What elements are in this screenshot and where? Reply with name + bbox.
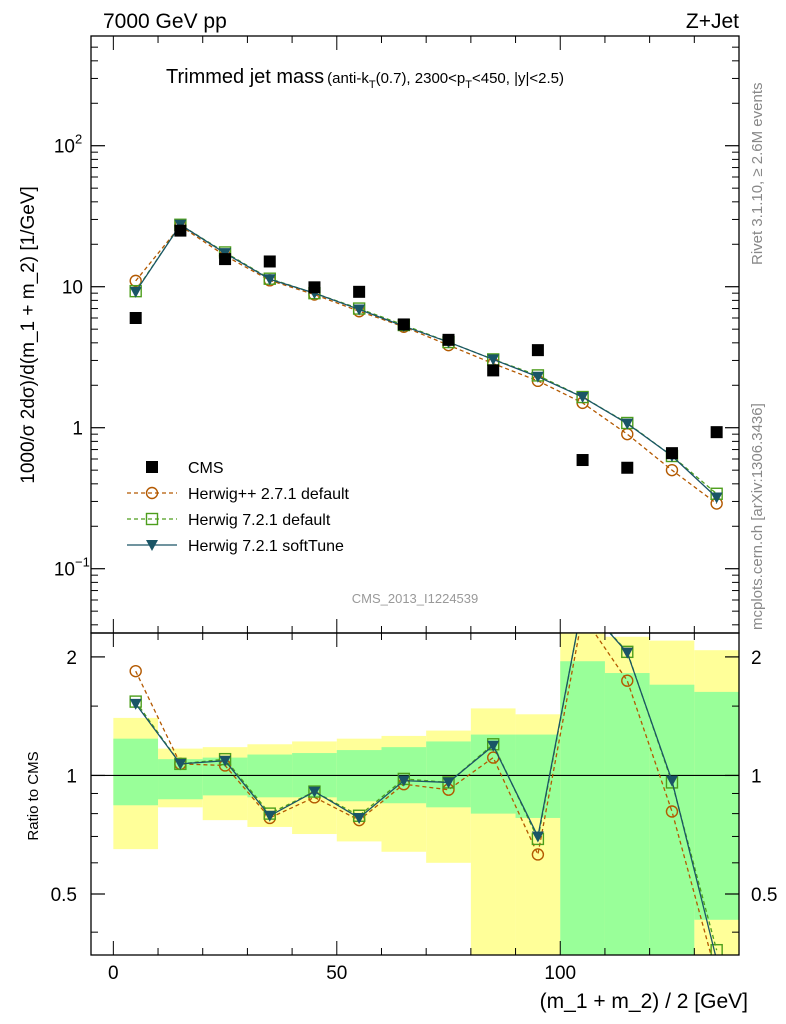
ratio-series-line [135,633,712,955]
data-point [308,281,321,294]
y-tick-label: 10 [54,560,75,581]
y-tick-label: 10 [62,278,83,299]
ratio-point [129,664,142,678]
data-point [353,285,366,298]
main-panel [129,218,723,510]
ratio-point [263,810,276,822]
data-point [219,253,232,266]
y-tick-label: 1 [72,419,83,440]
legend-label: Herwig 7.2.1 default [188,512,331,529]
ratio-point [531,831,544,843]
legend: CMS Herwig++ 2.7.1 default Herwig 7.2.1 de… [127,460,350,555]
process-label: Z+Jet [686,10,739,33]
x-axis-label: (m_1 + m_2) / 2 [GeV] [540,990,748,1013]
series-2 [129,218,723,500]
x-tick-label: 0 [108,963,119,984]
series-line [135,223,718,498]
data-point [487,364,500,377]
chart-title: Trimmed jet mass (anti-kT(0.7), 2300<pT<4… [166,66,564,91]
legend-label: Herwig 7.2.1 softTune [188,538,344,555]
legend-label: Herwig++ 2.7.1 default [188,486,350,503]
data-point [710,492,723,504]
ratio-point [487,740,500,752]
data-point [665,447,678,460]
main-y-axis-label: 1000/σ 2dσ)/d(m_1 + m_2) [1/GeV] [18,186,39,484]
data-point [263,274,276,286]
stat-uncertainty-band [426,741,471,808]
series-line [135,225,718,505]
data-point [129,311,142,324]
data-point [531,344,544,357]
data-point [710,426,723,439]
analysis-watermark: CMS_2013_I1224539 [352,591,479,606]
data-point [487,354,500,366]
legend-marker [146,540,158,551]
ratio-y-axis-label: Ratio to CMS [25,751,42,840]
data-point [665,463,679,477]
data-point [531,371,544,383]
data-point [174,224,187,237]
data-point [129,274,142,288]
ratio-y-tick-label-right: 2 [751,648,762,669]
data-point [576,454,589,467]
data-point [263,255,276,268]
y-tick-label: 10 [54,137,75,158]
legend-label: CMS [188,460,224,477]
ratio-series-2 [129,633,717,955]
ratio-point [442,777,455,789]
data-point [621,427,634,441]
ratio-point [621,647,634,659]
ratio-point [397,775,410,787]
data-point [442,333,455,346]
x-tick-label: 50 [326,963,347,984]
ratio-point [665,805,679,818]
data-point [129,286,142,298]
ratio-y-tick-label-right: 0.5 [751,885,777,906]
y-tick-exponent: −1 [75,555,90,570]
ratio-y-tick-label-right: 1 [751,766,762,787]
ratio-panel-frame [90,632,740,956]
data-point [353,304,366,316]
stat-uncertainty-band [604,673,650,955]
ratio-axis-ticks: 0.5 0.5 1 1 2 2 0 50 100 [51,633,777,984]
rivet-version-label: Rivet 3.1.10, ≥ 2.6M events [749,83,766,266]
ratio-panel [91,633,739,955]
legend-marker [146,461,158,473]
stat-uncertainty-band [649,684,695,955]
stat-uncertainty-band [113,738,159,806]
ratio-point [308,786,321,798]
stat-uncertainty-band [694,691,739,920]
ratio-y-tick-label: 2 [66,648,77,669]
ratio-point [710,943,723,955]
series-line [135,223,718,495]
ratio-y-tick-label: 1 [66,766,77,787]
x-tick-label: 100 [544,963,576,984]
ratio-point [353,812,366,824]
stat-uncertainty-band [560,661,605,955]
y-tick-exponent: 2 [75,132,82,147]
data-point [621,461,634,474]
data-point [621,418,634,430]
data-point [576,392,589,404]
ratio-point [621,674,634,687]
ratio-point [219,755,232,767]
ratio-point [665,775,678,787]
data-point [397,318,410,331]
legend-marker [145,486,159,500]
energy-label: 7000 GeV pp [103,10,227,33]
mcplots-source-label: mcplots.cern.ch [arXiv:1306.3436] [749,403,766,630]
ratio-series-line [135,633,717,955]
ratio-point [129,698,142,710]
ratio-y-tick-label: 0.5 [51,885,77,906]
series-0 [129,224,723,474]
ratio-point [174,758,187,770]
ratio-point [531,848,545,861]
legend-marker [145,512,159,526]
